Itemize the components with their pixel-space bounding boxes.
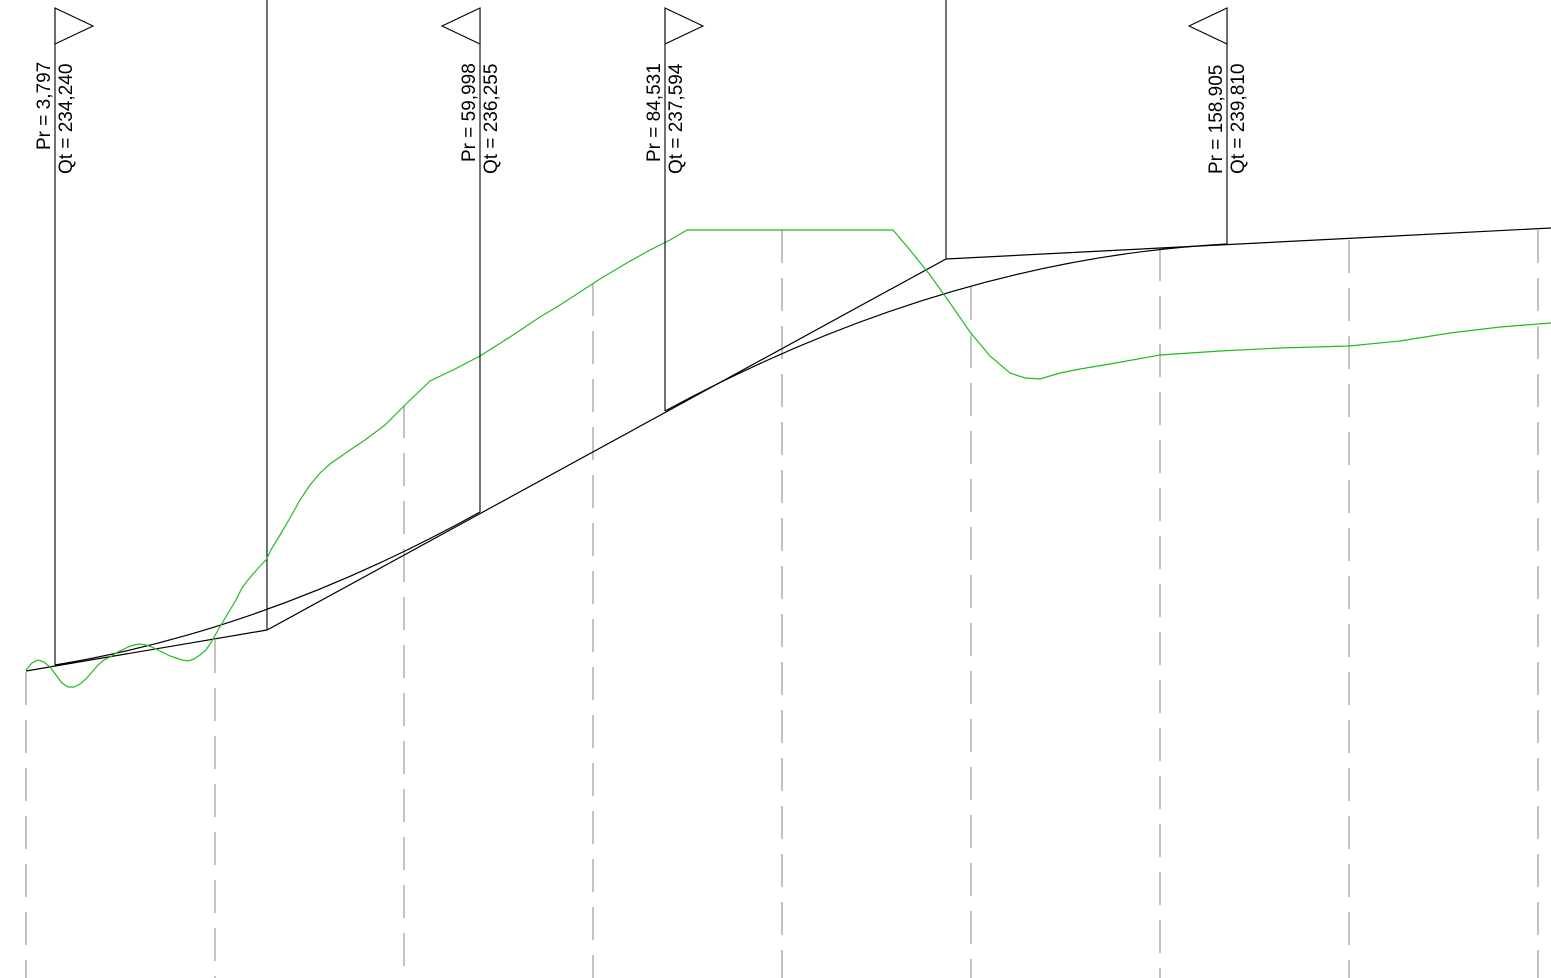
marker-qt-label: Qt = 237,594 — [666, 63, 687, 174]
sag-curve — [54, 511, 481, 666]
marker-qt-label: Qt = 234,240 — [56, 64, 77, 174]
marker-qt-label: Qt = 236,255 — [481, 64, 502, 174]
pi-lines — [266, 0, 947, 630]
marker-pr-label: Pr = 84,531 — [644, 63, 665, 162]
terrain-line — [25, 229, 1551, 688]
arrow-right-icon — [664, 7, 705, 45]
marker-qt-label: Qt = 239,810 — [1228, 64, 1249, 174]
vertical-curves — [54, 243, 1228, 666]
marker-pr-158905: Pr = 158,905 Qt = 239,810 — [1187, 7, 1249, 244]
marker-pr-label: Pr = 59,998 — [459, 63, 480, 162]
marker-pr-84531: Pr = 84,531 Qt = 237,594 — [644, 7, 705, 411]
tangent-grade-line — [25, 227, 1551, 672]
crest-curve — [664, 243, 1228, 412]
marker-pr-59998: Pr = 59,998 Qt = 236,255 — [440, 7, 502, 512]
station-grid — [25, 230, 1539, 978]
marker-pr-label: Pr = 3,797 — [34, 62, 55, 150]
arrow-right-icon — [54, 7, 95, 45]
arrow-left-icon — [440, 7, 481, 45]
marker-pr-3797: Pr = 3,797 Qt = 234,240 — [34, 7, 95, 665]
marker-pr-label: Pr = 158,905 — [1206, 65, 1227, 174]
arrow-left-icon — [1187, 7, 1228, 45]
